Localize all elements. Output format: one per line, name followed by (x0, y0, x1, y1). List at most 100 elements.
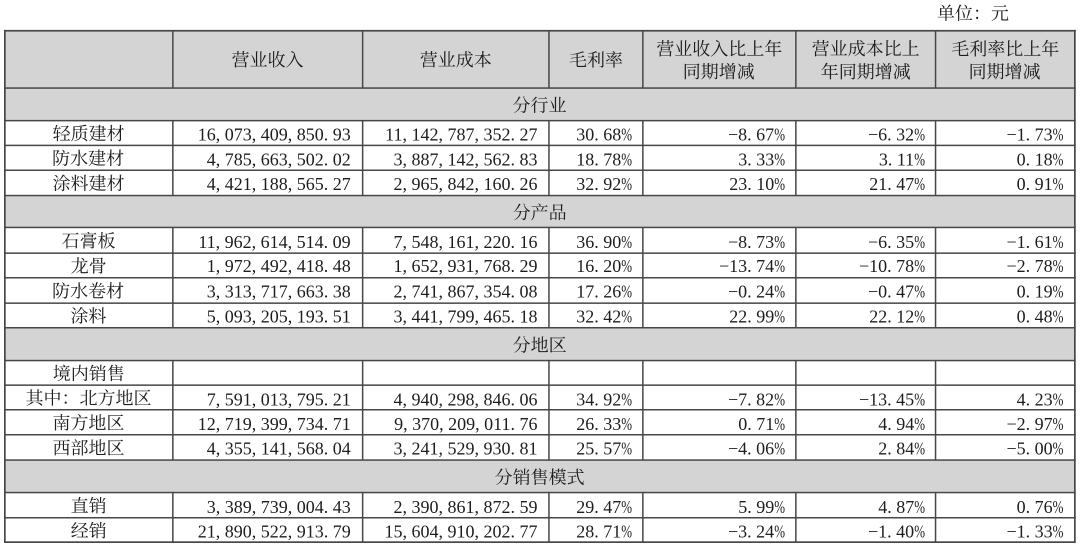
svg-text:%: % (621, 440, 632, 460)
svg-text:%: % (621, 523, 632, 543)
svg-text:%: % (621, 498, 632, 518)
svg-text:9, 370, 209, 011. 76: 9, 370, 209, 011. 76 (394, 414, 537, 434)
svg-text:%: % (621, 125, 632, 145)
svg-text:%: % (1053, 390, 1064, 410)
svg-text:−7. 82: −7. 82 (728, 389, 774, 409)
svg-text:11, 142, 787, 352. 27: 11, 142, 787, 352. 27 (385, 124, 537, 144)
svg-text:−0. 24: −0. 24 (728, 282, 774, 302)
svg-text:22. 99: 22. 99 (729, 306, 774, 326)
svg-text:%: % (1053, 175, 1064, 195)
svg-text:−8. 73: −8. 73 (728, 232, 774, 252)
svg-text:1, 972, 492, 418. 48: 1, 972, 492, 418. 48 (207, 256, 351, 276)
svg-text:2, 390, 861, 872. 59: 2, 390, 861, 872. 59 (394, 497, 538, 517)
svg-text:1, 652, 931, 768. 29: 1, 652, 931, 768. 29 (394, 256, 538, 276)
svg-text:3, 241, 529, 930. 81: 3, 241, 529, 930. 81 (394, 439, 538, 459)
svg-text:%: % (914, 175, 925, 195)
svg-text:−1. 73: −1. 73 (1006, 124, 1052, 144)
svg-text:%: % (621, 390, 632, 410)
svg-text:30. 68: 30. 68 (576, 124, 621, 144)
svg-text:0. 48: 0. 48 (1017, 306, 1053, 326)
svg-text:%: % (1053, 498, 1064, 518)
svg-text:21, 890, 522, 913. 79: 21, 890, 522, 913. 79 (198, 522, 351, 542)
svg-text:%: % (774, 175, 785, 195)
svg-text:4. 23: 4. 23 (1017, 389, 1053, 409)
svg-text:%: % (914, 390, 925, 410)
svg-text:4. 94: 4. 94 (878, 414, 914, 434)
svg-text:16, 073, 409, 850. 93: 16, 073, 409, 850. 93 (198, 124, 351, 144)
svg-text:%: % (914, 307, 925, 327)
svg-text:−2. 78: −2. 78 (1006, 256, 1052, 276)
svg-text:−6. 35: −6. 35 (868, 232, 914, 252)
svg-text:4, 940, 298, 846. 06: 4, 940, 298, 846. 06 (394, 389, 538, 409)
svg-text:%: % (774, 125, 785, 145)
svg-text:−10. 78: −10. 78 (859, 256, 914, 276)
svg-text:%: % (621, 233, 632, 253)
svg-text:%: % (914, 125, 925, 145)
svg-text:%: % (914, 415, 925, 435)
svg-text:26. 33: 26. 33 (576, 414, 621, 434)
svg-text:0. 71: 0. 71 (738, 414, 774, 434)
svg-text:%: % (774, 307, 785, 327)
svg-text:16. 20: 16. 20 (576, 256, 621, 276)
svg-text:%: % (1053, 415, 1064, 435)
svg-text:%: % (1053, 283, 1064, 303)
svg-text:%: % (1053, 523, 1064, 543)
svg-text:%: % (621, 415, 632, 435)
svg-text:2. 84: 2. 84 (878, 439, 914, 459)
svg-text:3. 11: 3. 11 (879, 150, 914, 170)
svg-text:%: % (621, 257, 632, 277)
svg-text:%: % (914, 283, 925, 303)
svg-text:%: % (1053, 233, 1064, 253)
svg-text:17. 26: 17. 26 (576, 282, 621, 302)
svg-text:%: % (774, 390, 785, 410)
svg-text:−8. 67: −8. 67 (728, 124, 774, 144)
svg-text:3, 313, 717, 663. 38: 3, 313, 717, 663. 38 (207, 282, 351, 302)
svg-text:0. 91: 0. 91 (1017, 174, 1053, 194)
svg-text:2, 965, 842, 160. 26: 2, 965, 842, 160. 26 (394, 174, 538, 194)
svg-text:4, 785, 663, 502. 02: 4, 785, 663, 502. 02 (207, 150, 351, 170)
svg-text:−6. 32: −6. 32 (868, 124, 914, 144)
svg-text:%: % (914, 257, 925, 277)
svg-text:%: % (774, 257, 785, 277)
svg-text:%: % (1053, 440, 1064, 460)
svg-text:2, 741, 867, 354. 08: 2, 741, 867, 354. 08 (394, 282, 538, 302)
svg-text:%: % (914, 440, 925, 460)
svg-text:36. 90: 36. 90 (576, 232, 621, 252)
svg-text:%: % (621, 151, 632, 171)
svg-text:%: % (914, 523, 925, 543)
svg-text:%: % (774, 151, 785, 171)
svg-text:−13. 45: −13. 45 (859, 389, 914, 409)
svg-text:18. 78: 18. 78 (576, 150, 621, 170)
svg-text:%: % (774, 523, 785, 543)
svg-text:11, 962, 614, 514. 09: 11, 962, 614, 514. 09 (198, 232, 350, 252)
svg-text:0. 76: 0. 76 (1017, 497, 1053, 517)
svg-text:%: % (774, 498, 785, 518)
svg-text:25. 57: 25. 57 (576, 439, 621, 459)
svg-text:4, 421, 188, 565. 27: 4, 421, 188, 565. 27 (207, 174, 351, 194)
svg-text:12, 719, 399, 734. 71: 12, 719, 399, 734. 71 (198, 414, 351, 434)
svg-text:0. 18: 0. 18 (1017, 150, 1053, 170)
svg-text:−2. 97: −2. 97 (1006, 414, 1052, 434)
svg-text:22. 12: 22. 12 (869, 306, 914, 326)
svg-text:−5. 00: −5. 00 (1006, 439, 1052, 459)
svg-text:3, 441, 799, 465. 18: 3, 441, 799, 465. 18 (394, 306, 538, 326)
svg-text:−3. 24: −3. 24 (728, 522, 774, 542)
svg-text:%: % (621, 175, 632, 195)
svg-text:29. 47: 29. 47 (576, 497, 621, 517)
svg-text:%: % (774, 415, 785, 435)
svg-text:32. 42: 32. 42 (576, 306, 621, 326)
svg-text:−1. 33: −1. 33 (1006, 522, 1052, 542)
svg-text:%: % (1053, 307, 1064, 327)
svg-text:%: % (1053, 257, 1064, 277)
svg-text:−13. 74: −13. 74 (719, 256, 774, 276)
svg-text:%: % (914, 233, 925, 253)
svg-text:34. 92: 34. 92 (576, 389, 621, 409)
svg-text:23. 10: 23. 10 (729, 174, 774, 194)
svg-text:28. 71: 28. 71 (576, 522, 621, 542)
svg-text:0. 19: 0. 19 (1017, 282, 1053, 302)
svg-text:%: % (914, 151, 925, 171)
svg-text:−4. 06: −4. 06 (728, 439, 774, 459)
svg-text:15, 604, 910, 202. 77: 15, 604, 910, 202. 77 (385, 522, 538, 542)
svg-text:32. 92: 32. 92 (576, 174, 621, 194)
svg-text:%: % (774, 283, 785, 303)
